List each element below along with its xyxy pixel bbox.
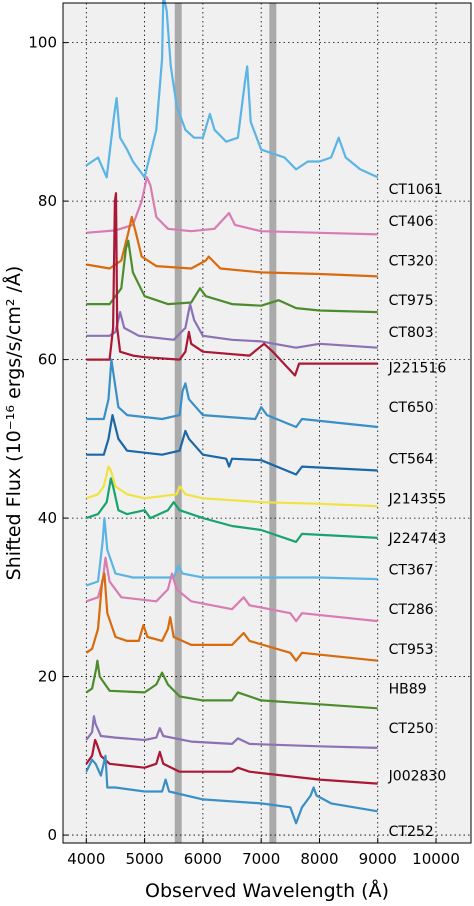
- spectrum-line-ct406: [86, 176, 378, 236]
- spectrum-line-hb89: [85, 659, 378, 710]
- y-tick-label: 20: [38, 668, 57, 686]
- series-lines: [85, 0, 379, 825]
- series-label-ct250: CT250: [389, 721, 434, 737]
- series-label-ct650: CT650: [389, 400, 434, 416]
- series-label-ct953: CT953: [389, 642, 434, 658]
- series-labels: CT1061 CT406 CT320 CT975 CT803 J221516 CT650 CT…: [388, 182, 447, 840]
- series-label-ct252: CT252: [389, 824, 434, 840]
- y-axis-label: Shifted Flux (10⁻¹⁶ ergs/s/cm² /Å): [2, 266, 25, 581]
- series-label-j224743: J224743: [388, 531, 447, 547]
- series-label-ct564: CT564: [389, 452, 434, 468]
- x-tick-label: 6000: [184, 850, 222, 868]
- grid-lines: [63, 3, 471, 843]
- x-tick-label: 8000: [300, 850, 338, 868]
- spectrum-line-ct650: [86, 358, 378, 429]
- y-tick-label: 80: [38, 192, 57, 210]
- sky-line-band: [269, 3, 277, 843]
- x-axis-ticks: 4000 5000 6000 7000 8000 9000 10000: [67, 838, 460, 868]
- y-tick-label: 100: [28, 34, 57, 52]
- x-tick-label: 10000: [412, 850, 460, 868]
- series-label-ct803: CT803: [389, 325, 434, 341]
- x-axis-label: Observed Wavelength (Å): [145, 879, 389, 902]
- series-label-ct406: CT406: [389, 214, 434, 230]
- series-label-ct286: CT286: [389, 602, 434, 618]
- vertical-bands: [174, 3, 277, 843]
- y-tick-label: 40: [38, 509, 57, 527]
- series-label-ct1061: CT1061: [389, 182, 443, 198]
- series-label-ct320: CT320: [389, 254, 434, 270]
- series-label-j002830: J002830: [388, 769, 447, 785]
- spectrum-line-j224743: [85, 477, 378, 543]
- series-label-j214355: J214355: [388, 491, 447, 507]
- spectrum-line-ct250: [85, 715, 378, 749]
- spectrum-line-ct975: [86, 239, 378, 314]
- x-tick-label: 4000: [67, 850, 105, 868]
- plot-frame: [62, 2, 472, 844]
- x-tick-label: 5000: [126, 850, 164, 868]
- x-tick-label: 9000: [359, 850, 397, 868]
- spectrum-line-ct252: [85, 754, 378, 825]
- spectrum-line-ct953: [85, 572, 378, 662]
- spectrum-line-j221516: [86, 192, 378, 377]
- spectrum-line-ct286: [85, 556, 378, 623]
- series-label-hb89: HB89: [389, 681, 427, 697]
- y-tick-label: 0: [47, 826, 57, 844]
- x-tick-label: 7000: [242, 850, 280, 868]
- sky-line-band: [174, 3, 182, 843]
- series-label-ct367: CT367: [389, 563, 434, 579]
- series-label-ct975: CT975: [389, 293, 434, 309]
- plot-background: [63, 3, 471, 843]
- spectrum-line-ct320: [86, 215, 378, 278]
- y-axis-ticks: 0 20 40 60 80 100: [28, 34, 68, 844]
- spectrum-line-ct1061: [85, 0, 379, 179]
- y-tick-label: 60: [38, 351, 57, 369]
- series-label-j221516: J221516: [388, 361, 447, 377]
- spectrum-line-j214355: [85, 465, 378, 508]
- spectrum-line-ct367: [85, 517, 378, 587]
- spectrum-line-j002830: [85, 738, 378, 785]
- spectrum-line-ct564: [86, 414, 378, 476]
